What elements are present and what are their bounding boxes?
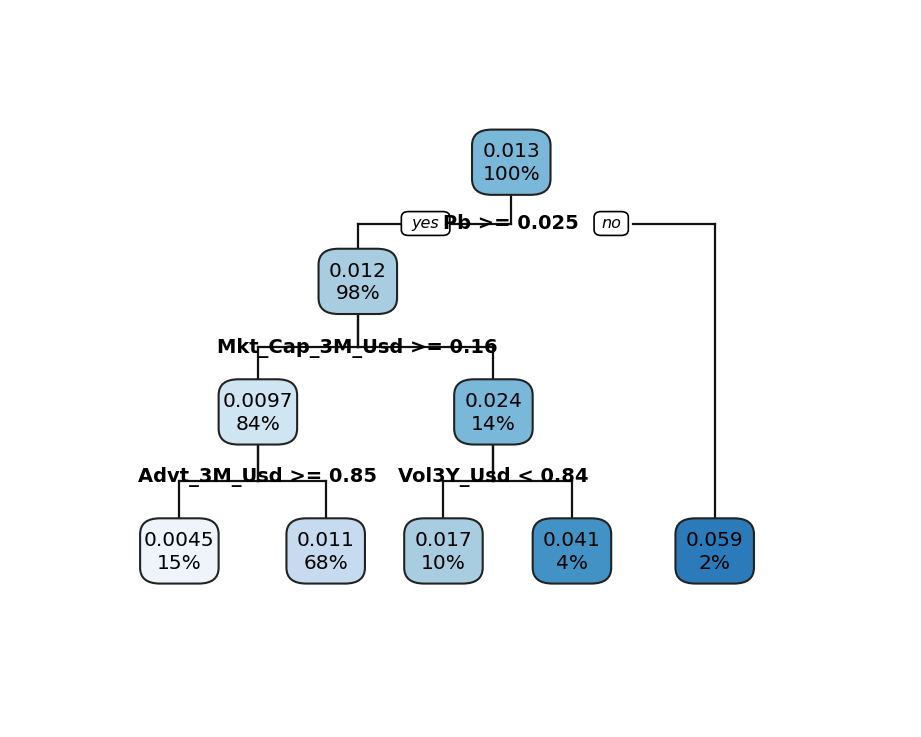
Text: 14%: 14% [471, 415, 516, 434]
Text: no: no [601, 216, 621, 231]
FancyBboxPatch shape [402, 212, 449, 235]
Text: 0.017: 0.017 [414, 531, 472, 551]
Text: 10%: 10% [421, 554, 466, 573]
Text: Mkt_Cap_3M_Usd >= 0.16: Mkt_Cap_3M_Usd >= 0.16 [217, 338, 498, 357]
Text: 0.013: 0.013 [483, 142, 540, 161]
Text: 2%: 2% [699, 554, 730, 573]
Text: 0.024: 0.024 [464, 392, 522, 411]
Text: Advt_3M_Usd >= 0.85: Advt_3M_Usd >= 0.85 [138, 467, 378, 486]
Text: 0.012: 0.012 [329, 262, 387, 281]
Text: 15%: 15% [157, 554, 202, 573]
FancyBboxPatch shape [319, 249, 397, 314]
Text: 0.059: 0.059 [686, 531, 743, 551]
Text: Pb >= 0.025: Pb >= 0.025 [443, 214, 579, 233]
Text: 100%: 100% [483, 165, 540, 184]
Text: 84%: 84% [236, 415, 280, 434]
FancyBboxPatch shape [286, 518, 365, 584]
FancyBboxPatch shape [218, 380, 297, 444]
FancyBboxPatch shape [472, 130, 551, 195]
Text: 4%: 4% [556, 554, 588, 573]
Text: 0.041: 0.041 [543, 531, 600, 551]
Text: 0.011: 0.011 [297, 531, 355, 551]
Text: 68%: 68% [303, 554, 348, 573]
Text: 0.0097: 0.0097 [223, 392, 293, 411]
FancyBboxPatch shape [454, 380, 532, 444]
Text: yes: yes [412, 216, 439, 231]
Text: 0.0045: 0.0045 [144, 531, 215, 551]
Text: 98%: 98% [335, 284, 380, 304]
FancyBboxPatch shape [140, 518, 218, 584]
FancyBboxPatch shape [532, 518, 612, 584]
FancyBboxPatch shape [594, 212, 628, 235]
Text: Vol3Y_Usd < 0.84: Vol3Y_Usd < 0.84 [398, 467, 589, 486]
FancyBboxPatch shape [675, 518, 754, 584]
FancyBboxPatch shape [404, 518, 483, 584]
